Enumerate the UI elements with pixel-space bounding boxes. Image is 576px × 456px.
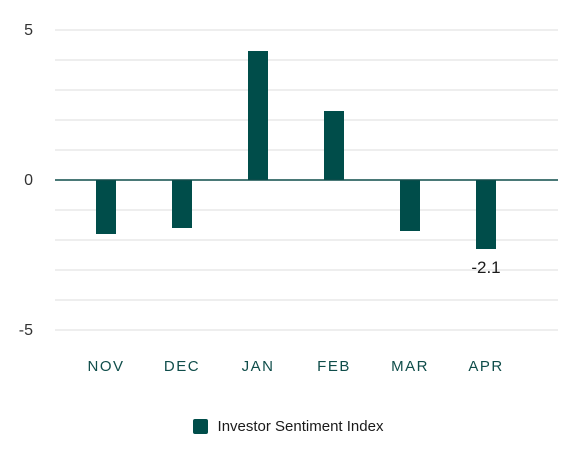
legend-label: Investor Sentiment Index [217,418,384,435]
data-labels: -2.1 [471,258,500,277]
y-tick-label: -5 [19,322,33,339]
bar-nov [96,180,116,234]
bar-dec [172,180,192,228]
y-tick-label: 0 [24,172,33,189]
x-tick-label: APR [468,358,503,375]
legend-swatch [192,419,208,434]
bar-mar [400,180,420,231]
bar-jan [248,51,268,180]
y-tick-label: 5 [24,22,33,39]
x-tick-label: NOV [87,358,124,375]
legend: Investor Sentiment Index [0,418,576,435]
y-axis-ticks: 5 0 -5 [19,22,33,339]
bar-apr [476,180,496,249]
bar-feb [324,111,344,180]
x-tick-label: FEB [317,358,351,375]
bar-chart: 5 0 -5 NOV DEC JAN FEB MAR APR -2.1 [19,22,558,375]
x-axis-ticks: NOV DEC JAN FEB MAR APR [87,358,503,375]
bars [96,51,496,249]
data-label: -2.1 [471,258,500,277]
x-tick-label: MAR [391,358,429,375]
x-tick-label: JAN [242,358,275,375]
x-tick-label: DEC [164,358,200,375]
grid-lines [55,29,558,331]
